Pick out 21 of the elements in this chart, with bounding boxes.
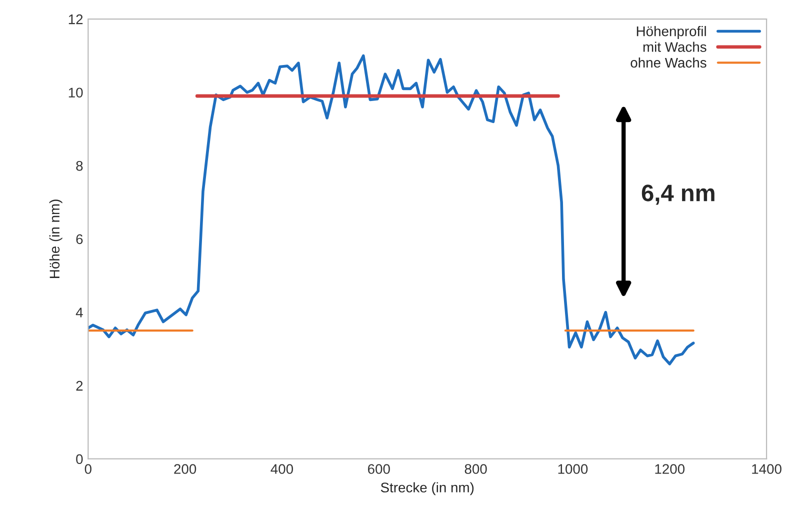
x-tick-label: 600 <box>368 464 390 474</box>
x-axis-title: Strecke (in nm) <box>380 482 474 496</box>
y-tick-label: 6 <box>76 234 83 244</box>
y-tick-label: 2 <box>76 380 83 391</box>
x-tick-label: 1200 <box>655 464 685 474</box>
y-tick-label: 10 <box>68 88 83 98</box>
annotation: 6,4 nm <box>642 184 714 205</box>
y-axis-title: Höhe (in nm) <box>49 200 62 278</box>
legend-label: mit Wachs <box>643 42 706 52</box>
x-tick-label: 400 <box>270 464 294 474</box>
legend-label: ohne Wachs <box>630 57 706 68</box>
y-tick-label: 4 <box>76 308 83 318</box>
x-tick-label: 1400 <box>752 464 782 474</box>
y-tick-label: 8 <box>76 160 83 171</box>
y-tick-label: 12 <box>68 14 83 24</box>
x-tick-label: 1000 <box>558 464 588 474</box>
legend-label: Höhenprofil <box>636 26 706 39</box>
x-tick-label: 200 <box>174 464 196 474</box>
x-tick-label: 0 <box>84 464 92 474</box>
y-tick-label: 0 <box>76 454 83 464</box>
x-tick-label: 800 <box>464 464 487 474</box>
